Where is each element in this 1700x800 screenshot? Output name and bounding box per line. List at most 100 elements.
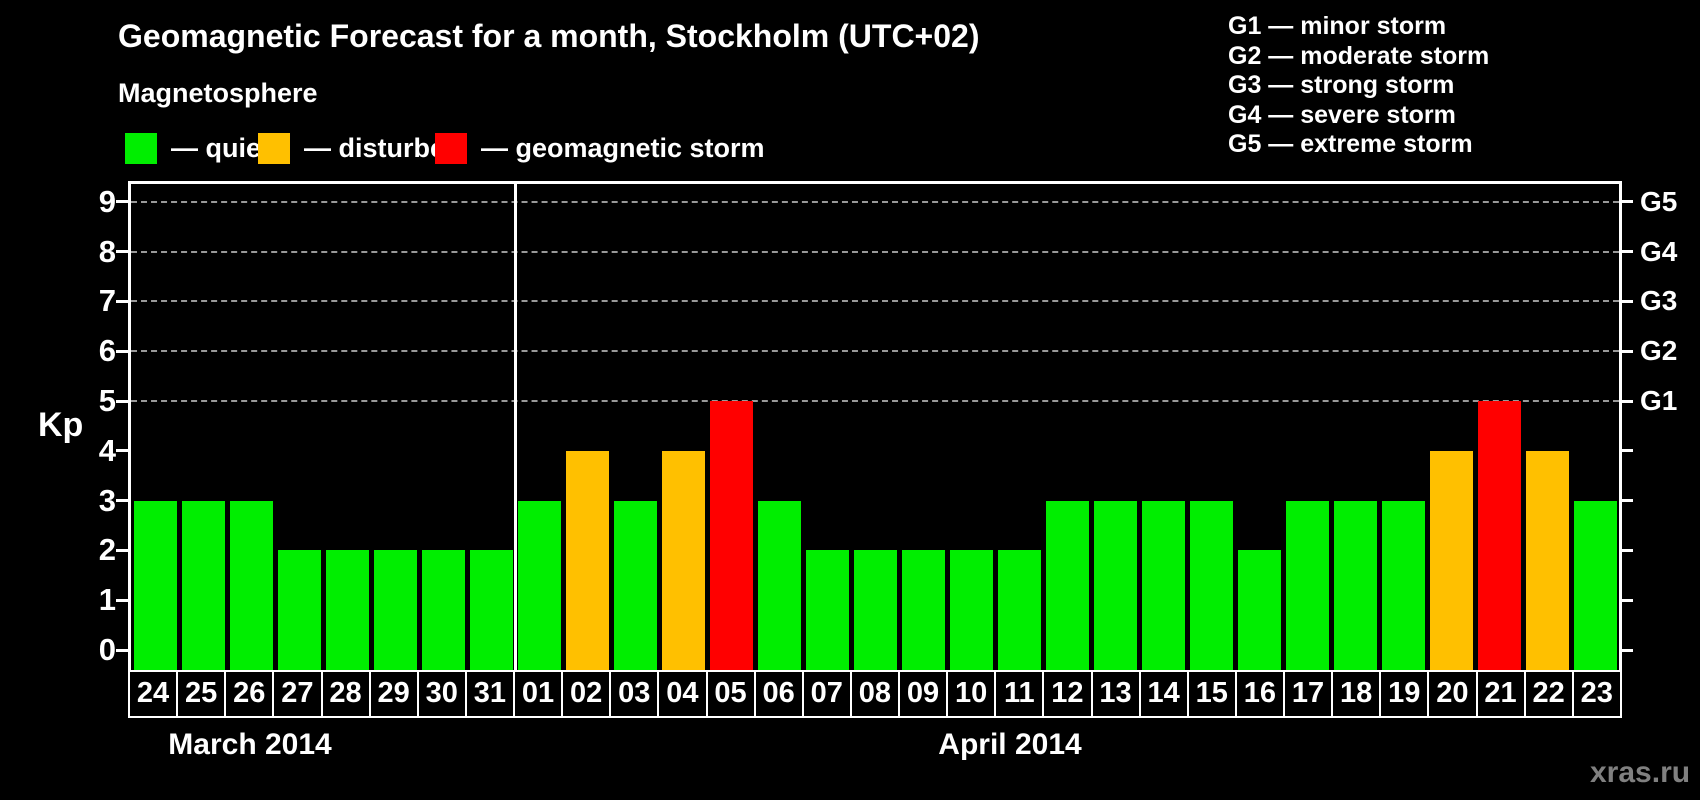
day-label-18: 18 bbox=[1333, 672, 1382, 716]
y-axis-tick-right-6 bbox=[1619, 349, 1633, 353]
day-label-04: 04 bbox=[659, 672, 708, 716]
kp-bar-day-28 bbox=[325, 550, 369, 670]
y-axis-tick-right-7 bbox=[1619, 299, 1633, 303]
y-axis-title: Kp bbox=[38, 406, 84, 444]
kp-bar-day-18 bbox=[1333, 500, 1377, 670]
kp-bar-day-30 bbox=[421, 550, 465, 670]
y-axis-tick-label-4: 4 bbox=[98, 432, 116, 468]
y-axis-tick-label-3: 3 bbox=[98, 482, 116, 518]
kp-bar-day-11 bbox=[997, 550, 1041, 670]
kp-bar-day-06 bbox=[757, 500, 801, 670]
gridline-kp-6 bbox=[131, 350, 1619, 353]
y-axis-tick-label-8: 8 bbox=[98, 233, 116, 269]
y-axis-tick-right-2 bbox=[1619, 548, 1633, 552]
day-label-01: 01 bbox=[515, 672, 564, 716]
y-axis-tick-left-1 bbox=[116, 598, 130, 602]
y-axis-tick-label-5: 5 bbox=[98, 383, 116, 418]
day-label-10: 10 bbox=[948, 672, 997, 716]
y-axis-tick-left-6 bbox=[116, 349, 130, 353]
day-label-row: 24 25 26 27 28 29 30 31 01 02 03 04 05 06 07 08 09 10 11 12… bbox=[128, 670, 1622, 718]
y-axis-tick-left-9 bbox=[116, 200, 130, 204]
legend-label-quiet: — quiet bbox=[171, 132, 270, 163]
kp-bar-day-14 bbox=[1141, 500, 1185, 670]
kp-bar-day-29 bbox=[373, 550, 417, 670]
day-label-27: 27 bbox=[274, 672, 323, 716]
day-label-29: 29 bbox=[370, 672, 419, 716]
day-label-05: 05 bbox=[707, 672, 756, 716]
kp-bar-day-12 bbox=[1045, 500, 1089, 670]
kp-bar-day-24 bbox=[133, 500, 177, 670]
plot-area bbox=[128, 181, 1622, 670]
y-axis-tick-right-8 bbox=[1619, 250, 1633, 254]
magnetosphere-legend-heading: Magnetosphere bbox=[118, 78, 318, 108]
right-axis-label-g1: G1 bbox=[1640, 385, 1678, 416]
month-label-march: March 2014 bbox=[168, 728, 332, 761]
kp-bar-day-27 bbox=[277, 550, 321, 670]
kp-bar-day-20 bbox=[1429, 450, 1473, 670]
kp-bar-day-31 bbox=[469, 550, 513, 670]
day-label-06: 06 bbox=[755, 672, 804, 716]
y-axis-tick-right-0 bbox=[1619, 648, 1633, 652]
day-label-22: 22 bbox=[1525, 672, 1574, 716]
y-axis-tick-left-5 bbox=[116, 399, 130, 403]
right-axis-label-g3: G3 bbox=[1640, 285, 1678, 317]
y-axis-tick-left-2 bbox=[116, 548, 130, 552]
kp-bar-day-22 bbox=[1525, 450, 1569, 670]
legend-label-storm: — geomagnetic storm bbox=[481, 132, 765, 163]
kp-bar-day-10 bbox=[949, 550, 993, 670]
y-axis-tick-right-3 bbox=[1619, 499, 1633, 503]
day-label-15: 15 bbox=[1188, 672, 1237, 716]
day-label-23: 23 bbox=[1573, 672, 1620, 716]
day-label-02: 02 bbox=[563, 672, 612, 716]
g-scale-legend-line-g4: G4 — severe storm bbox=[1228, 100, 1456, 129]
kp-bar-day-15 bbox=[1189, 500, 1233, 670]
day-label-30: 30 bbox=[418, 672, 467, 716]
kp-bar-day-26 bbox=[229, 500, 273, 670]
kp-bar-day-19 bbox=[1381, 500, 1425, 670]
y-axis-tick-label-6: 6 bbox=[98, 333, 116, 369]
y-axis-tick-left-8 bbox=[116, 250, 130, 254]
day-label-16: 16 bbox=[1236, 672, 1285, 716]
disturbed-color-swatch bbox=[258, 132, 290, 164]
y-axis-tick-label-2: 2 bbox=[98, 532, 116, 568]
day-label-17: 17 bbox=[1285, 672, 1334, 716]
kp-bar-day-23 bbox=[1573, 500, 1617, 670]
day-label-26: 26 bbox=[226, 672, 275, 716]
kp-bar-day-08 bbox=[853, 550, 897, 670]
day-label-08: 08 bbox=[851, 672, 900, 716]
day-label-12: 12 bbox=[1044, 672, 1093, 716]
g-scale-legend-line-g3: G3 — strong storm bbox=[1228, 71, 1455, 99]
kp-bar-day-01 bbox=[517, 500, 561, 670]
kp-bar-day-05 bbox=[709, 401, 753, 670]
g-scale-legend-line-g2: G2 — moderate storm bbox=[1228, 41, 1490, 70]
kp-bar-day-04 bbox=[661, 450, 705, 670]
y-axis-tick-label-0: 0 bbox=[98, 632, 116, 667]
y-axis-tick-label-1: 1 bbox=[98, 582, 116, 618]
storm-color-swatch bbox=[435, 132, 467, 164]
y-axis-tick-right-9 bbox=[1619, 200, 1633, 204]
kp-bar-day-07 bbox=[805, 550, 849, 670]
kp-bar-day-09 bbox=[901, 550, 945, 670]
day-label-13: 13 bbox=[1092, 672, 1141, 716]
kp-bar-day-02 bbox=[565, 450, 609, 670]
kp-bar-day-17 bbox=[1285, 500, 1329, 670]
legend-item-disturbed: — disturbed bbox=[258, 132, 462, 164]
gridline-kp-8 bbox=[131, 250, 1619, 253]
legend-item-quiet: — quiet bbox=[125, 132, 270, 164]
y-axis-tick-left-4 bbox=[116, 449, 130, 453]
kp-bar-day-16 bbox=[1237, 550, 1281, 670]
kp-bar-day-13 bbox=[1093, 500, 1137, 670]
gridline-kp-7 bbox=[131, 300, 1619, 303]
y-axis-tick-right-1 bbox=[1619, 598, 1633, 602]
day-label-20: 20 bbox=[1429, 672, 1478, 716]
kp-bar-day-21 bbox=[1477, 401, 1521, 670]
day-label-14: 14 bbox=[1140, 672, 1189, 716]
legend-item-storm: — geomagnetic storm bbox=[435, 132, 765, 164]
day-label-19: 19 bbox=[1381, 672, 1430, 716]
right-axis-label-g4: G4 bbox=[1640, 235, 1678, 267]
kp-bar-day-25 bbox=[181, 500, 225, 670]
day-label-03: 03 bbox=[611, 672, 660, 716]
y-axis-tick-label-9: 9 bbox=[98, 183, 116, 219]
gridline-kp-5 bbox=[131, 400, 1619, 402]
